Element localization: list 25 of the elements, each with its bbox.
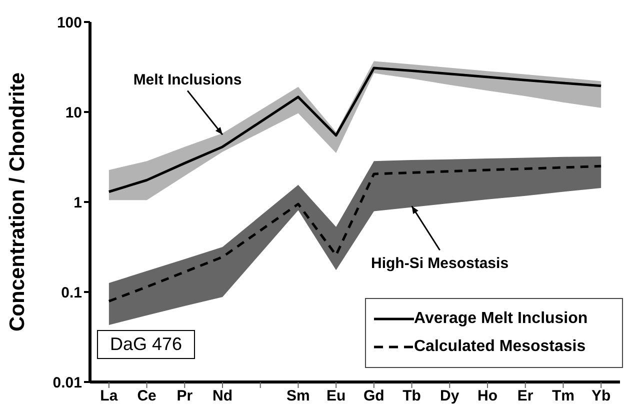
x-tick-label: Tb: [402, 388, 421, 405]
x-tick-label: Pr: [176, 388, 193, 405]
x-tick-label: Gd: [364, 388, 384, 405]
y-tick-label: 0.01: [52, 374, 82, 392]
x-tick-label: Ce: [137, 388, 156, 405]
annotation: High-Si Mesostasis: [371, 255, 509, 272]
x-tick-label: Eu: [326, 388, 346, 405]
x-tick-label: La: [100, 388, 118, 405]
x-tick-label: Ho: [478, 388, 498, 405]
x-tick-label: Nd: [212, 388, 232, 405]
annotation: DaG 476: [97, 330, 196, 359]
y-tick-label: 100: [56, 14, 82, 32]
legend-label: Average Melt Inclusion: [414, 310, 588, 328]
y-axis-title: Concentration / Chondrite: [6, 72, 30, 332]
x-tick-label: Dy: [440, 388, 460, 405]
y-tick-label: 1: [74, 194, 82, 212]
x-tick-label: Yb: [591, 388, 611, 405]
legend-label: Calculated Mesostasis: [414, 338, 586, 356]
y-tick-label: 0.1: [61, 284, 82, 302]
y-tick-label: 10: [65, 104, 82, 122]
x-tick-label: Sm: [286, 388, 310, 405]
annotation: Melt Inclusions: [133, 72, 242, 89]
x-tick-label: Tm: [552, 388, 574, 405]
line-series: [108, 164, 602, 302]
x-tick-label: Er: [517, 388, 534, 405]
